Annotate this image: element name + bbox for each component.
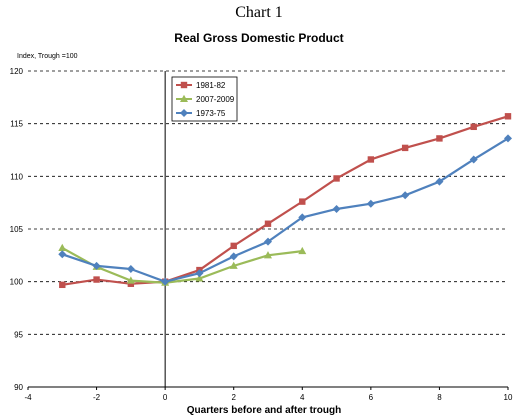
legend: 1981-82 2007-2009 1973-75 <box>171 76 238 122</box>
data-point-1981-82--1 <box>127 280 135 287</box>
x-tick-label-8: 8 <box>437 393 442 402</box>
data-point-1973-75-8 <box>435 177 444 186</box>
series-line-1973-75 <box>61 137 509 283</box>
data-point-2007-2009-1 <box>195 274 204 282</box>
x-axis-title: Quarters before and after trough <box>187 405 341 416</box>
data-point-2007-2009-2 <box>229 261 238 269</box>
data-point-1973-75-10 <box>504 134 512 143</box>
y-tick-label-100: 100 <box>10 278 24 287</box>
data-point-1981-82-8 <box>436 135 443 142</box>
series-line-1981-82 <box>62 115 509 286</box>
axes <box>27 71 509 390</box>
y-tick-label-95: 95 <box>14 330 23 339</box>
data-point-1973-75--3 <box>58 250 67 259</box>
data-point-1981-82--3 <box>59 281 66 289</box>
x-tick-label-4: 4 <box>300 393 305 402</box>
data-point-1981-82-9 <box>470 123 477 131</box>
y-tick-label-110: 110 <box>10 172 23 181</box>
data-point-1981-82-3 <box>264 220 272 227</box>
data-point-1973-75--1 <box>126 265 135 274</box>
y-axis-unit-label: Index, Trough =100 <box>17 53 78 60</box>
legend-label-2007-2009: 2007-2009 <box>196 95 235 104</box>
data-point-2007-2009-3 <box>264 251 272 259</box>
data-point-1981-82-10 <box>504 113 512 120</box>
data-point-2007-2009--1 <box>126 276 135 284</box>
y-tick-label-105: 105 <box>10 225 24 234</box>
series-layer <box>58 113 512 289</box>
data-point-1973-75-9 <box>469 155 478 164</box>
tick-labels: 90 95 100 105 110 115 120 -4 -2 0 2 4 6 8 10 <box>10 67 513 402</box>
x-tick-label--2: -2 <box>93 393 101 402</box>
data-point-1981-82-6 <box>367 156 375 163</box>
data-point-1973-75-4 <box>298 213 307 222</box>
legend-marker-2007-2009 <box>180 94 188 102</box>
gridlines <box>28 70 508 335</box>
data-point-1973-75-7 <box>401 191 410 200</box>
data-point-1981-82--2 <box>93 276 100 283</box>
y-tick-label-115: 115 <box>10 120 23 129</box>
x-tick-label-0: 0 <box>163 393 168 402</box>
data-point-1973-75-5 <box>332 204 341 213</box>
legend-marker-1981-82 <box>180 81 188 89</box>
data-point-1973-75-1 <box>195 269 204 278</box>
x-tick-label-10: 10 <box>504 393 513 402</box>
legend-marker-1973-75 <box>180 109 188 117</box>
data-point-1973-75-0 <box>161 277 170 286</box>
data-point-1973-75--2 <box>92 261 101 270</box>
x-tick-label--4: -4 <box>24 393 32 402</box>
data-point-2007-2009--3 <box>58 243 67 251</box>
data-point-1981-82-7 <box>401 144 409 152</box>
data-point-1973-75-6 <box>366 199 375 208</box>
legend-label-1981-82: 1981-82 <box>196 81 226 90</box>
x-tick-label-6: 6 <box>369 393 374 402</box>
data-point-1981-82-5 <box>333 175 340 182</box>
data-point-1973-75-2 <box>229 252 238 261</box>
chart-heading: Chart 1 <box>235 4 283 21</box>
y-tick-label-90: 90 <box>14 383 23 392</box>
data-point-1981-82-2 <box>230 242 237 250</box>
legend-label-1973-75: 1973-75 <box>196 109 226 118</box>
y-tick-label-120: 120 <box>10 67 24 76</box>
x-tick-label-2: 2 <box>231 393 236 402</box>
chart-title: Real Gross Domestic Product <box>174 31 344 45</box>
series-line-2007-2009 <box>61 246 303 284</box>
data-point-2007-2009-4 <box>298 246 307 255</box>
series-1981-82 <box>59 113 512 289</box>
series-1973-75 <box>58 134 512 286</box>
data-point-1973-75-3 <box>264 237 272 246</box>
data-point-1981-82-4 <box>299 198 306 205</box>
